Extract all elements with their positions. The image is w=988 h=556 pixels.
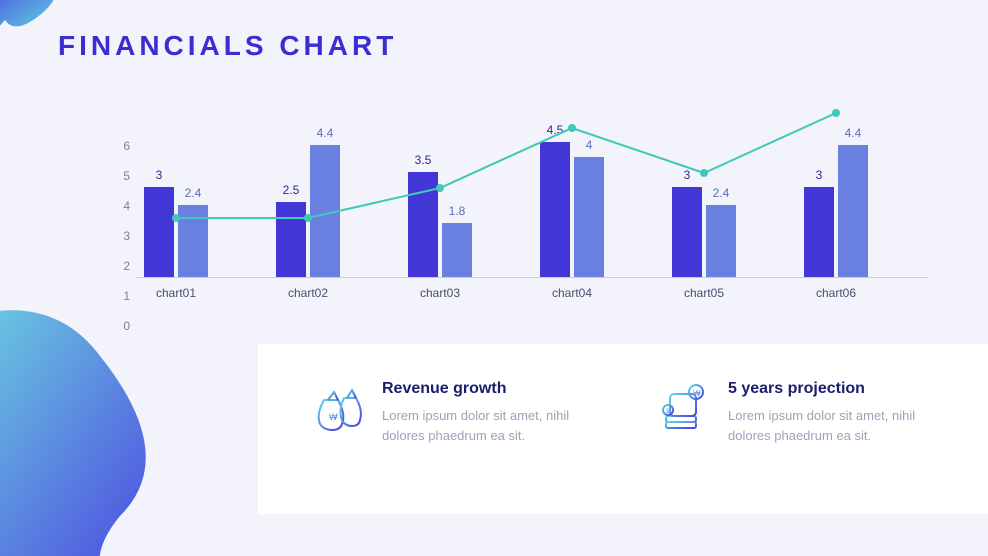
svg-text:₩: ₩ [329,412,338,422]
projection-body: Lorem ipsum dolor sit amet, nihil dolore… [728,406,952,445]
decorative-blob-bottom [0,276,240,556]
bar-label-a: 4.5 [535,123,575,137]
y-axis-tick: 4 [108,199,130,213]
bar-label-a: 2.5 [271,183,311,197]
projection-stack-icon: ₩ $ [656,380,710,434]
bar-series-b [574,157,604,277]
revenue-growth-title: Revenue growth [382,380,606,398]
bar-series-a [672,187,702,277]
bar-label-b: 4.4 [305,126,345,140]
x-axis-label: chart04 [552,286,592,300]
chart-plot-area: 3 2.4 2.5 4.4 3.5 1.8 4.54 3 2.4 3 4.4 [136,98,928,278]
x-axis-label: chart06 [816,286,856,300]
bar-label-a: 3 [139,168,179,182]
bar-series-a [408,172,438,277]
bar-series-b [178,205,208,277]
bar-label-b: 2.4 [701,186,741,200]
bar-label-b: 1.8 [437,204,477,218]
bar-label-a: 3 [667,168,707,182]
y-axis-tick: 1 [108,289,130,303]
bar-label-a: 3.5 [403,153,443,167]
svg-text:₩: ₩ [693,389,701,398]
bar-label-b: 4 [569,138,609,152]
bar-label-a: 3 [799,168,839,182]
bar-label-b: 2.4 [173,186,213,200]
x-axis-label: chart05 [684,286,724,300]
bar-series-b [442,223,472,277]
bar-series-b [310,145,340,277]
y-axis-tick: 5 [108,169,130,183]
revenue-growth-block: ₩ Revenue growth Lorem ipsum dolor sit a… [310,380,606,478]
y-axis-tick: 0 [108,319,130,333]
x-axis-label: chart02 [288,286,328,300]
bar-series-a [144,187,174,277]
projection-title: 5 years projection [728,380,952,398]
x-axis-label: chart03 [420,286,460,300]
bar-label-b: 4.4 [833,126,873,140]
y-axis-tick: 2 [108,259,130,273]
bar-series-a [540,142,570,277]
info-panel: ₩ Revenue growth Lorem ipsum dolor sit a… [258,344,988,514]
y-axis-tick: 3 [108,229,130,243]
projection-block: ₩ $ 5 years projection Lorem ipsum dolor… [656,380,952,478]
bar-series-b [706,205,736,277]
money-bags-icon: ₩ [310,380,364,434]
bar-series-a [276,202,306,277]
y-axis-tick: 6 [108,139,130,153]
page-title: FINANCIALS CHART [58,30,397,62]
revenue-growth-body: Lorem ipsum dolor sit amet, nihil dolore… [382,406,606,445]
bar-series-a [804,187,834,277]
x-axis-label: chart01 [156,286,196,300]
bar-series-b [838,145,868,277]
financials-chart: 32.42.54.43.51.84.5432.434.4 0123456char… [108,98,928,318]
